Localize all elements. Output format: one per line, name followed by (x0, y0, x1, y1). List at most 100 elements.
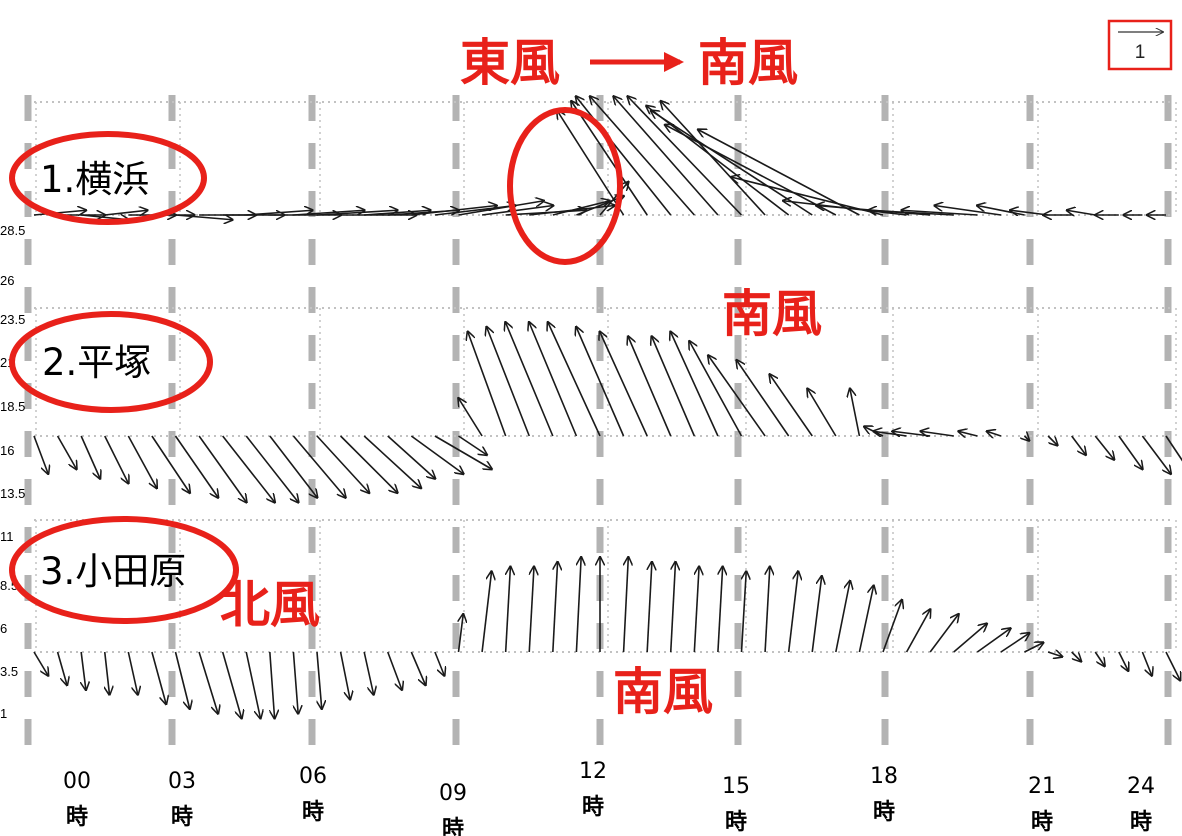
wind-vector (293, 210, 364, 216)
wind-vector (835, 581, 850, 653)
scale-reference-frame (1107, 19, 1173, 71)
wind-vector (576, 327, 625, 437)
wind-vector (175, 214, 233, 220)
wind-vector (599, 182, 629, 216)
y-tick-label: 28.5 (0, 223, 25, 238)
annotation-east-wind: 東風 (460, 34, 560, 92)
wind-vector (504, 567, 511, 653)
x-tick-labels: 00 時 03 時 06 時 09 時 12 時 15 時 18 時 21 時 24 時 (63, 759, 1155, 836)
focus-ellipse (507, 107, 623, 265)
wind-vector (850, 389, 861, 437)
wind-vector (127, 435, 157, 488)
wind-vector (1165, 435, 1182, 462)
x-tick-hour: 00 (63, 769, 91, 794)
station-label-odawara: 3.小田原 (9, 516, 239, 624)
wind-vector (1094, 651, 1105, 666)
wind-vector (528, 567, 534, 653)
wind-vector (363, 651, 374, 695)
wind-vector (410, 651, 425, 685)
wind-vector (505, 322, 554, 437)
wind-vector (151, 651, 166, 704)
annotation-south-wind-top: 南風 (698, 34, 798, 92)
wind-vector (1047, 435, 1058, 446)
wind-vector (434, 651, 445, 676)
wind-vector (958, 431, 978, 436)
x-tick-hour: 15 (722, 774, 750, 799)
wind-vector (807, 389, 837, 437)
wind-vector (245, 435, 298, 503)
wind-vector (434, 435, 492, 469)
wind-vector (953, 624, 987, 653)
x-tick-suffix: 時 (302, 800, 324, 825)
wind-vector (921, 431, 954, 436)
annotation-odawara-north-wind: 北風 (220, 576, 320, 634)
y-tick-label: 1 (0, 706, 7, 721)
wind-vector (529, 322, 578, 437)
wind-vector (689, 341, 743, 437)
wind-vector (901, 210, 978, 216)
highlight-ellipse (9, 311, 213, 413)
wind-vector (458, 398, 483, 437)
wind-vector (198, 435, 247, 503)
y-tick-label: 13.5 (0, 486, 25, 501)
wind-vector (770, 374, 813, 437)
wind-vector (600, 332, 648, 437)
wind-vector (411, 206, 497, 216)
wind-vector (929, 614, 959, 653)
wind-vector (33, 435, 48, 474)
wind-vector (571, 101, 648, 216)
wind-vector (652, 336, 696, 437)
wind-vector (316, 435, 369, 493)
annotation-odawara-south-wind: 南風 (613, 663, 713, 721)
station-label-hiratsuka: 2.平塚 (9, 311, 213, 413)
wind-vector (1000, 633, 1029, 653)
wind-vector (811, 576, 822, 653)
dotted-grid (34, 101, 1177, 653)
x-tick-suffix: 時 (171, 805, 193, 830)
wind-vector (1118, 435, 1143, 469)
highlight-ellipse (9, 516, 239, 624)
wind-vector (33, 210, 86, 215)
wind-vector (246, 210, 313, 216)
wind-vector (487, 327, 530, 437)
wind-vector (364, 210, 431, 216)
wind-vector (1141, 651, 1152, 676)
y-tick-label: 6 (0, 621, 7, 636)
wind-vector (575, 557, 581, 653)
wind-vector (174, 435, 219, 498)
x-tick-hour: 12 (579, 759, 607, 784)
station-vectors (33, 557, 1180, 719)
wind-vector (340, 435, 398, 493)
wind-vector (221, 651, 242, 719)
wind-vector (736, 360, 790, 437)
wind-vector (316, 651, 322, 709)
wind-vector (787, 571, 799, 653)
wind-vector (987, 431, 1002, 436)
wind-vector (105, 651, 110, 695)
wind-vector (976, 628, 1010, 653)
wind-vector (934, 206, 1002, 216)
wind-vector (1067, 210, 1096, 215)
wind-vector (481, 571, 492, 653)
wind-vector (557, 111, 625, 216)
wind-vector (698, 130, 860, 216)
station-vectors (33, 96, 1166, 220)
wind-vector (1118, 651, 1129, 671)
wind-vector (387, 651, 402, 690)
x-tick-suffix: 時 (442, 817, 464, 836)
wind-vector (104, 210, 148, 215)
wind-vector (1010, 210, 1049, 215)
transition-annotation: 東風 南風 (460, 34, 798, 92)
wind-vector (858, 586, 873, 653)
station-name: 1.横浜 (40, 158, 149, 201)
wind-vector (868, 210, 954, 216)
y-tick-label: 23.5 (0, 312, 25, 327)
y-tick-label: 16 (0, 443, 14, 458)
wind-vector (80, 435, 100, 479)
wind-vector (661, 101, 766, 216)
wind-vector (764, 567, 770, 653)
wind-vectors (33, 96, 1182, 719)
scale-reference-value: 1 (1135, 42, 1146, 63)
wind-vector (882, 600, 902, 653)
